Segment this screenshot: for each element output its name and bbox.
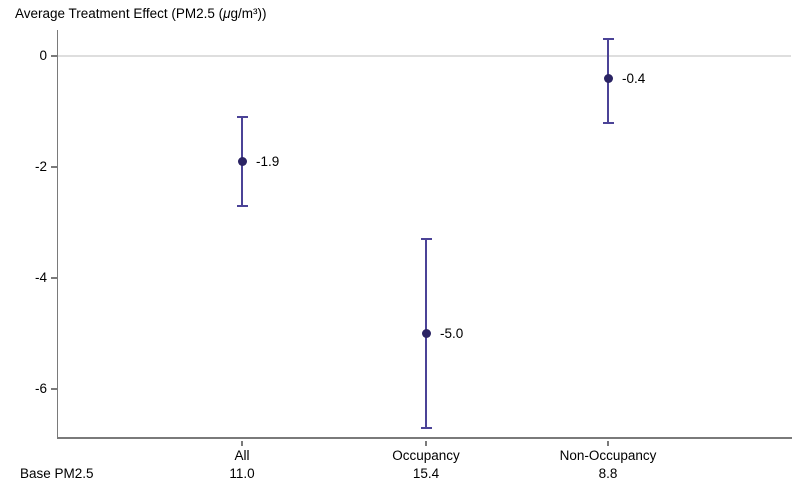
chart-title-suffix: g/m³)) (230, 6, 267, 21)
x-category-label: Occupancy (392, 448, 460, 463)
base-pm25-value: 11.0 (229, 466, 255, 481)
zero-reference-line (58, 55, 791, 57)
base-pm25-value: 8.8 (598, 466, 618, 481)
mu-symbol: μ (223, 6, 231, 21)
chart-title-prefix: Average Treatment Effect (PM2.5 ( (15, 6, 224, 21)
data-point-marker (237, 156, 247, 166)
y-axis-tick (51, 166, 58, 168)
error-bar-cap-bottom (236, 204, 248, 207)
y-axis-tick (51, 388, 58, 390)
y-axis-tick (51, 277, 58, 279)
x-axis-tick (241, 441, 243, 446)
x-axis-tick (425, 441, 427, 446)
y-axis-tick (51, 55, 58, 57)
error-bar-cap-top (236, 116, 248, 119)
error-bar-cap-bottom (602, 121, 614, 124)
chart-title: Average Treatment Effect (PM2.5 (μg/m³)) (15, 6, 267, 22)
plot-area (57, 30, 792, 439)
x-axis-tick (607, 441, 609, 446)
base-pm25-value: 15.4 (412, 466, 440, 481)
base-pm25-row-label: Base PM2.5 (20, 466, 94, 481)
x-category-label: Non-Occupancy (559, 448, 657, 463)
data-point-marker (421, 329, 431, 338)
error-bar-cap-bottom (420, 426, 432, 429)
data-point-marker (603, 73, 613, 83)
point-value-label: -5.0 (440, 326, 464, 341)
point-value-label: -1.9 (256, 153, 280, 169)
x-category-label: All (234, 448, 250, 463)
error-bar-cap-top (602, 38, 614, 41)
y-axis-tick-label: 0 (39, 48, 47, 63)
point-value-label: -0.4 (622, 70, 646, 86)
y-axis-tick-label: -2 (34, 159, 47, 174)
y-axis-tick-label: -4 (34, 270, 47, 285)
y-axis-tick-label: -6 (34, 381, 47, 396)
error-bar-cap-top (420, 238, 432, 241)
